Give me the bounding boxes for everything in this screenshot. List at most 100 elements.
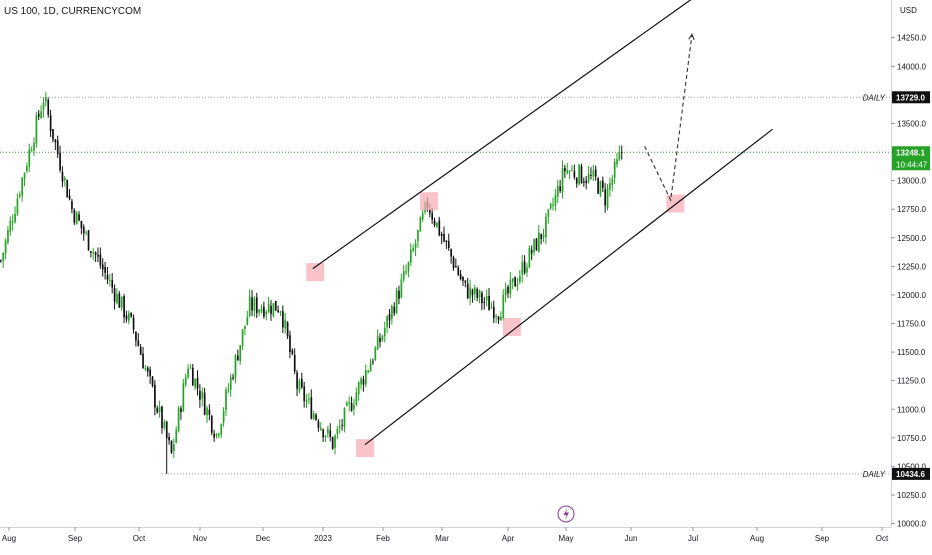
candle-body: [272, 303, 275, 317]
pivot-highlight-box[interactable]: [502, 317, 521, 336]
candle-body: [120, 296, 123, 308]
level-price-badge[interactable]: 13729.0: [892, 91, 930, 104]
candle-body: [11, 221, 14, 223]
y-tick-label: 13500.0: [897, 119, 926, 128]
candle-body: [97, 254, 99, 257]
candle-body: [267, 303, 270, 313]
candle-body: [189, 367, 192, 369]
candle-body: [466, 283, 469, 299]
candle-body: [592, 170, 595, 177]
candle-body: [476, 288, 479, 298]
candle-body: [611, 178, 614, 185]
candle-body: [125, 315, 128, 320]
time-axis[interactable]: Aug Sep Oct Nov Dec 2023 Feb Mar Apr May Jun Jul Aug…: [2, 527, 889, 543]
candle-body: [68, 195, 71, 200]
candle-body: [132, 317, 135, 330]
candle-body: [213, 433, 215, 438]
pivot-highlight-box[interactable]: [355, 439, 374, 458]
projection-path[interactable]: [644, 34, 693, 202]
candle-body: [180, 408, 182, 412]
candle-body: [601, 180, 604, 188]
candle-body: [575, 178, 578, 184]
candle-body: [21, 177, 24, 196]
candle-body: [248, 296, 251, 316]
candle-body: [305, 400, 308, 402]
candle-body: [225, 389, 227, 411]
candle-body: [196, 378, 199, 389]
channel-upper-line[interactable]: [312, 0, 692, 270]
candle-body: [338, 426, 341, 428]
candle-body: [142, 353, 144, 369]
x-tick-label: Sep: [68, 534, 83, 543]
candle-body: [535, 238, 538, 251]
candle-body: [9, 220, 12, 232]
candle-body: [436, 222, 438, 227]
candle-body: [296, 372, 298, 389]
candle-body: [341, 424, 343, 426]
candle-body: [414, 243, 417, 249]
candle-body: [244, 325, 246, 329]
candle-body: [474, 287, 476, 294]
candle-body: [246, 316, 249, 325]
lightning-icon[interactable]: [557, 505, 575, 523]
candle-body: [369, 363, 372, 372]
x-tick-label: Feb: [376, 534, 390, 543]
level-price-badge[interactable]: 10434.6: [892, 467, 930, 480]
candle-body: [123, 295, 125, 318]
candle-body: [495, 315, 498, 317]
candle-body: [312, 413, 315, 419]
candle-body: [104, 267, 106, 273]
candle-body: [445, 240, 448, 243]
pivot-highlight-box[interactable]: [306, 263, 325, 282]
candle-body: [137, 340, 140, 346]
candle-body: [324, 435, 327, 438]
last-price-badge-text: 13248.1: [896, 148, 925, 157]
candle-body: [184, 377, 187, 385]
candle-body: [156, 408, 159, 413]
candle-body: [182, 383, 185, 412]
candle-body: [604, 189, 607, 206]
candle-body: [393, 306, 396, 314]
channel-lower-line[interactable]: [364, 128, 773, 446]
candle-body: [59, 152, 61, 171]
candle-body: [260, 308, 263, 312]
candle-body: [578, 164, 580, 185]
candle-body: [327, 428, 329, 434]
candle-body: [412, 248, 415, 251]
candle-body: [265, 311, 268, 315]
candle-body: [111, 280, 114, 288]
candle-body: [319, 427, 322, 430]
candle-body: [201, 391, 204, 399]
candle-body: [54, 139, 57, 143]
candle-body: [208, 409, 211, 415]
candle-body: [75, 212, 78, 225]
pivot-highlight-box[interactable]: [419, 192, 438, 211]
candle-body: [606, 187, 609, 208]
candle-body: [116, 293, 118, 304]
candle-body: [492, 306, 495, 319]
y-tick-label: 14250.0: [897, 34, 926, 43]
candle-body: [87, 230, 90, 251]
symbol-title: US 100, 1D, CURRENCYCOM: [4, 6, 141, 17]
candle-body: [194, 378, 197, 388]
candle-body: [443, 233, 445, 242]
last-price-badge[interactable]: 13248.1 10:44:47: [892, 146, 930, 171]
candle-body: [82, 227, 85, 234]
candle-body: [218, 433, 220, 436]
candle-body: [417, 230, 419, 242]
daily-level-label: DAILY: [863, 93, 886, 102]
candle-body: [455, 266, 457, 268]
candle-body: [528, 247, 531, 268]
candle-body: [263, 306, 265, 317]
y-tick-label: 12000.0: [897, 291, 926, 300]
candle-body: [187, 368, 189, 378]
candle-body: [379, 337, 381, 343]
candle-body: [481, 292, 483, 304]
candle-body: [514, 277, 516, 287]
candle-body: [139, 347, 142, 355]
x-tick-label: Sep: [815, 534, 830, 543]
candle-body: [173, 444, 175, 451]
candle-body: [471, 289, 474, 296]
